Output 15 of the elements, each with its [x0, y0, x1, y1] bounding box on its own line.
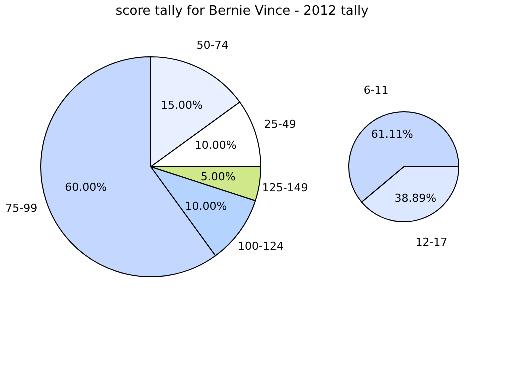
data-label: 10.00%	[185, 200, 228, 214]
data-label: 60.00%	[65, 181, 108, 194]
slice-label: 75-99	[6, 202, 38, 216]
data-label: 10.00%	[194, 138, 237, 152]
slice-label: 100-124	[238, 240, 284, 253]
slice-label: 125-149	[262, 181, 308, 194]
data-label: 5.00%	[200, 170, 236, 184]
slice-label: 12-17	[416, 236, 448, 250]
data-label: 38.89%	[394, 192, 437, 206]
data-label: 61.11%	[371, 128, 414, 141]
data-label: 15.00%	[160, 99, 203, 112]
slice-label: 50-74	[196, 38, 229, 52]
chart-title: score tally for Bernie Vince - 2012 tally	[116, 4, 370, 19]
slice-label: 6-11	[364, 84, 389, 97]
slice-label: 25-49	[264, 118, 296, 131]
